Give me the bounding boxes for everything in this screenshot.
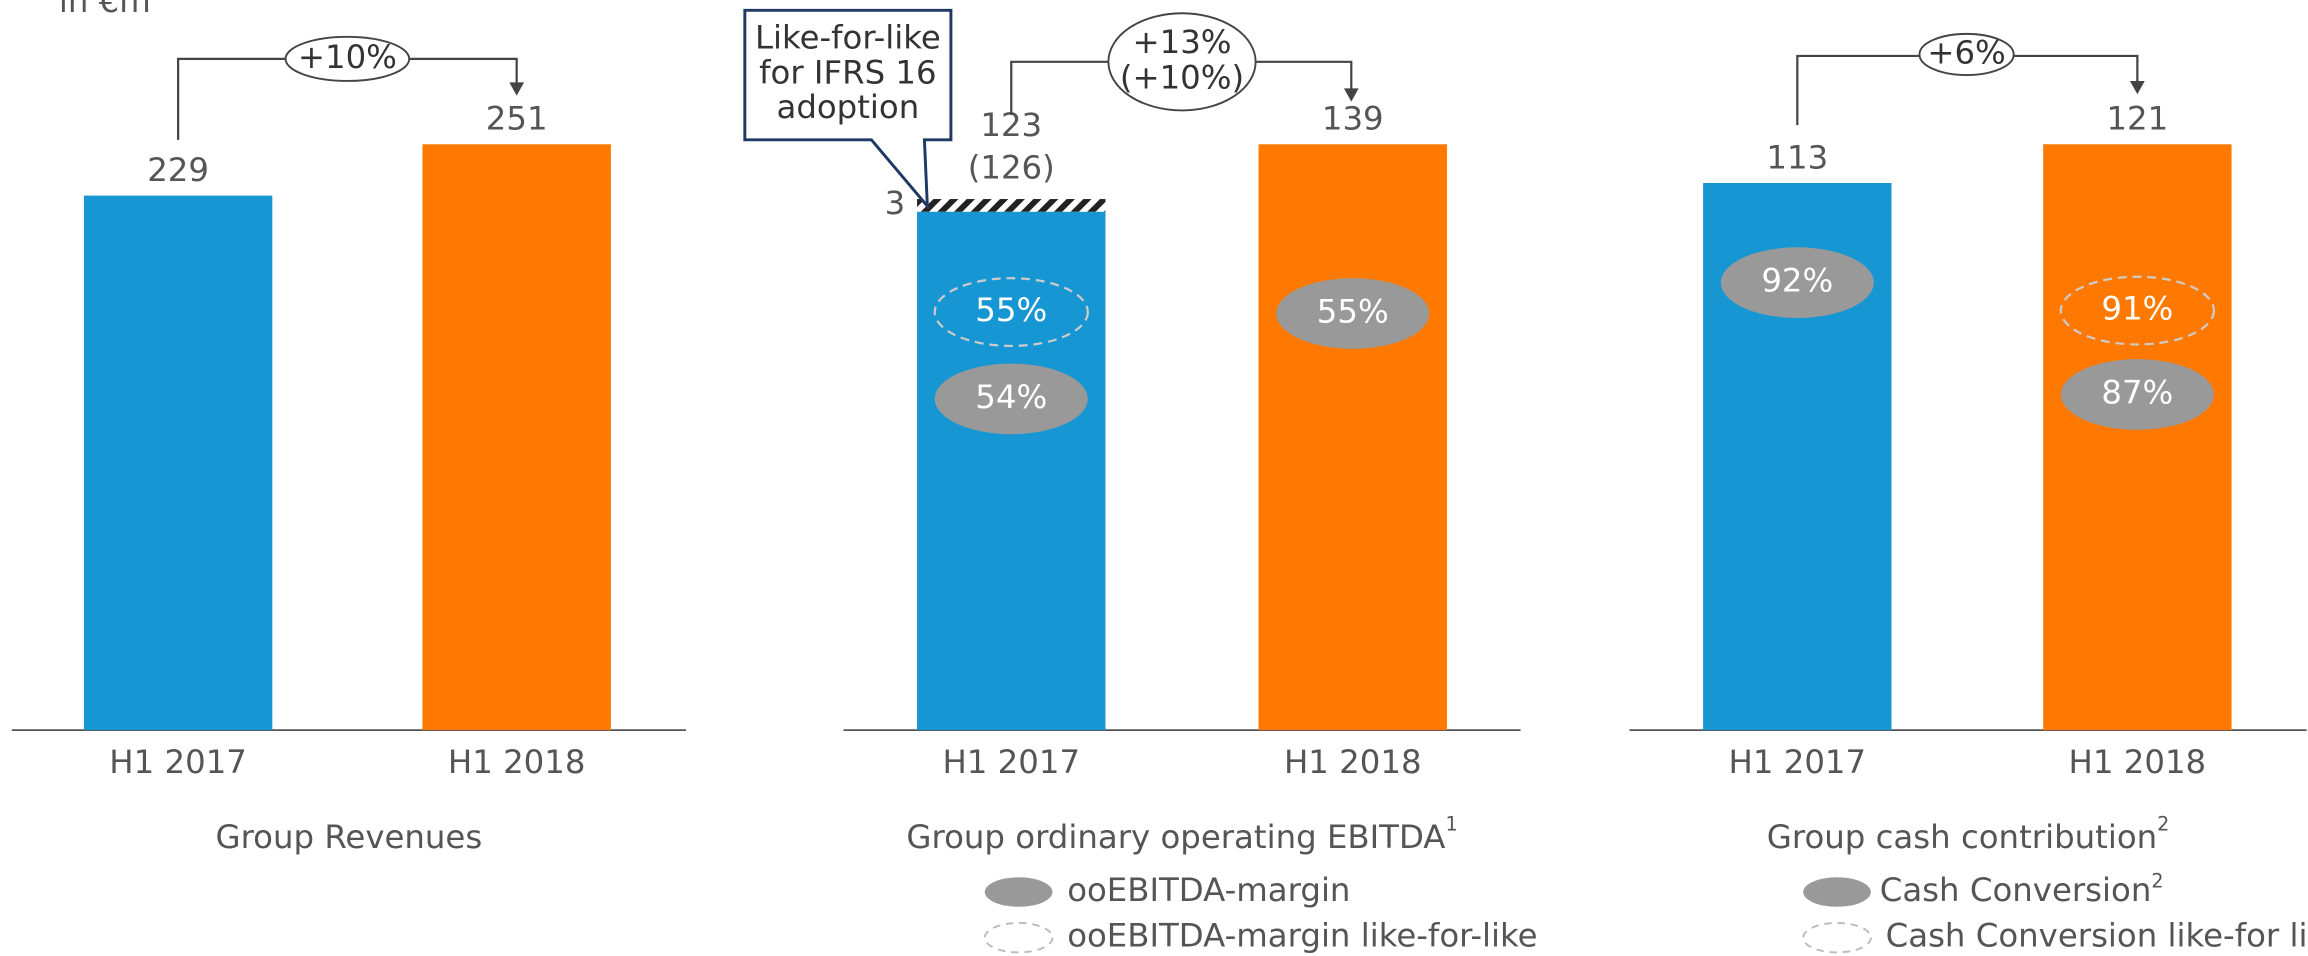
margin-bubble: [1276, 278, 1430, 349]
stack-segment: [917, 199, 1106, 212]
margin-label: 54%: [975, 378, 1047, 416]
title-text: Group Revenues: [216, 818, 483, 856]
growth-arrow: [2129, 80, 2145, 95]
value-label: 121: [2106, 100, 2168, 138]
title-text: Group cash contribution: [1767, 818, 2157, 856]
callout-box: [743, 8, 953, 211]
category-label: H1 2017: [942, 743, 1080, 781]
value-label: 113: [1766, 138, 1828, 176]
callout-text: for IFRS 16: [759, 53, 937, 91]
growth-label: +6%: [1927, 33, 2006, 71]
lfl-margin-bubble: [933, 277, 1089, 348]
title-text: Group ordinary operating EBITDA: [906, 818, 1445, 856]
category-label: H1 2017: [1728, 743, 1866, 781]
legend-text: ooEBITDA-margin: [1067, 871, 1350, 909]
lfl-margin-label: 91%: [2101, 290, 2173, 328]
legend-label: ooEBITDA-margin like-for-like: [1067, 917, 1537, 955]
growth-label: +10%: [298, 38, 397, 76]
value-label: 229: [147, 151, 209, 189]
margin-label: 92%: [1761, 262, 1833, 300]
category-label: H1 2018: [448, 743, 586, 781]
margin-label: 87%: [2101, 373, 2173, 411]
margin-bubble: [1720, 247, 1874, 318]
bar: [422, 144, 611, 731]
growth-label: +13%: [1132, 23, 1231, 61]
chart-title: Group Revenues: [216, 818, 483, 856]
title-note: 1: [1445, 812, 1457, 835]
title-note: 2: [2157, 812, 2169, 835]
stack-label: 3: [885, 184, 906, 222]
legend-swatch: [1802, 921, 1872, 954]
category-label: H1 2017: [109, 743, 247, 781]
margin-bubble: [2060, 359, 2214, 430]
legend-label: Cash Conversion2: [1880, 869, 2164, 909]
chart-title: Group ordinary operating EBITDA1: [906, 812, 1457, 856]
bar: [83, 195, 273, 731]
value-label: 251: [486, 100, 548, 138]
legend-note: 2: [2151, 869, 2163, 892]
lfl-total-label: (126): [968, 149, 1055, 187]
value-label: 139: [1322, 100, 1384, 138]
growth-bubble: [1918, 32, 2015, 77]
callout-text: Like-for-like: [755, 19, 941, 57]
chart-title: Group cash contribution2: [1767, 812, 2170, 856]
growth-bubble: [1107, 12, 1257, 112]
legend-text: ooEBITDA-margin like-for-like: [1067, 917, 1537, 955]
growth-label: (+10%): [1120, 58, 1244, 96]
legend-label: Cash Conversion like-for like2: [1886, 915, 2308, 955]
legend-swatch: [984, 877, 1053, 907]
legend-swatch: [983, 921, 1054, 954]
category-label: H1 2018: [2069, 743, 2207, 781]
category-label: H1 2018: [1284, 743, 1422, 781]
bar: [2043, 144, 2232, 731]
legend-text: Cash Conversion: [1880, 871, 2152, 909]
growth-arrow: [1343, 88, 1359, 102]
legend-label: ooEBITDA-margin: [1067, 871, 1350, 909]
bar: [917, 211, 1106, 731]
charts: in €m H1 2017 229 H1 2018 251 +10% Group Reve…: [11, 0, 2308, 955]
legend-swatch: [1803, 877, 1871, 907]
unit-note: in €m: [59, 0, 151, 20]
growth-bubble: [284, 35, 411, 82]
margin-label: 55%: [1317, 293, 1389, 331]
bar: [1258, 144, 1447, 731]
growth-arrow: [509, 82, 525, 96]
callout-text: adoption: [776, 88, 919, 126]
lfl-margin-bubble: [2059, 275, 2215, 346]
margin-bubble: [934, 363, 1088, 435]
legend-text: Cash Conversion like-for like: [1886, 917, 2308, 955]
lfl-margin-label: 55%: [975, 291, 1047, 329]
